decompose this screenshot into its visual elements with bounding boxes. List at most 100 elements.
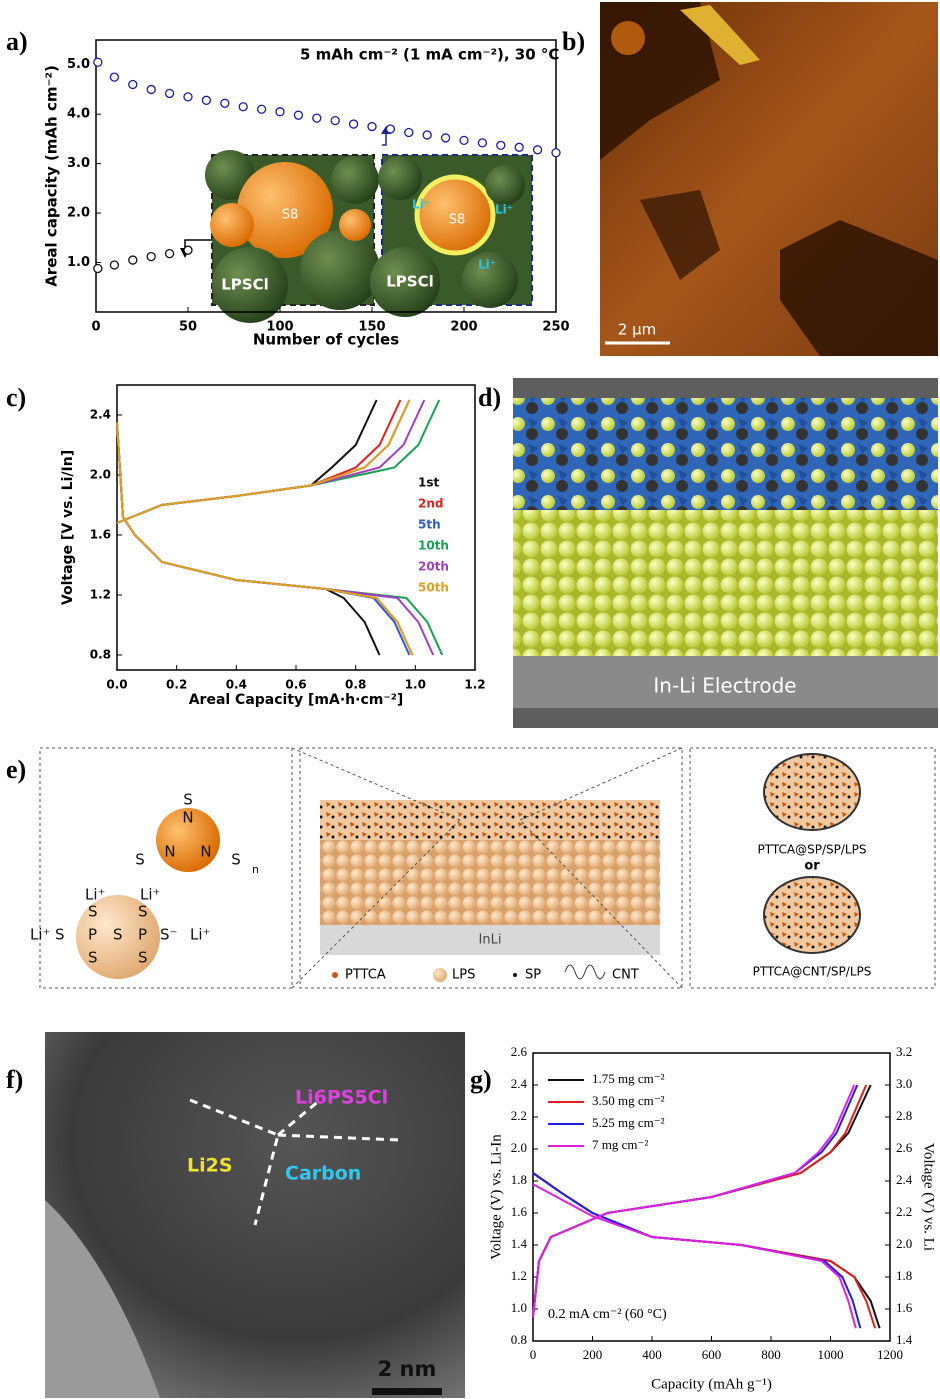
y-axis-label: Voltage [V vs. Li/In] (60, 450, 76, 605)
tem-image: Li6PS5Cl Li2S Carbon 2 nm (45, 1032, 465, 1398)
marker (184, 93, 192, 101)
marker (110, 73, 118, 81)
y2-tick-label: 3.2 (896, 1044, 912, 1059)
x-tick-label: 0.2 (166, 678, 187, 692)
marker (129, 81, 137, 89)
x-tick-label: 1.0 (405, 678, 426, 692)
phase-label: Li2S (187, 1155, 233, 1177)
marker (442, 134, 450, 142)
y-tick-label: 3.0 (67, 156, 90, 171)
y-tick-label: 4.0 (67, 107, 90, 122)
inset-label: Li⁺ (478, 258, 496, 272)
marker (239, 103, 247, 111)
marker (423, 131, 431, 139)
y2-axis-label: Voltage (V) vs. Li (921, 1143, 937, 1251)
x-axis-label: Areal Capacity [mA·h·cm⁻²] (189, 692, 404, 708)
x-tick-label: 0.6 (285, 678, 306, 692)
annotation: 0.2 mA cm⁻² (60 °C) (548, 1307, 667, 1322)
inset-label: LPSCl (221, 276, 269, 294)
y-tick-label: 5.0 (67, 57, 90, 72)
atom: Li⁺ (140, 886, 160, 904)
y2-tick-label: 2.8 (896, 1108, 912, 1123)
legend-label: 1.75 mg cm⁻² (592, 1071, 665, 1086)
y-tick-label: 1.2 (90, 588, 111, 602)
x-tick-label: 0 (530, 1347, 537, 1362)
atom: N (200, 843, 211, 861)
atom: S (135, 851, 145, 869)
atom: N (182, 809, 193, 827)
legend-label: 5.25 mg cm⁻² (592, 1115, 665, 1130)
panel-label: e) (6, 755, 26, 784)
legend-label: CNT (612, 968, 639, 983)
x-tick-label: 1000 (818, 1347, 844, 1362)
atom: S (183, 791, 193, 809)
composite-schematic: S N N N S S n Li⁺ Li⁺ Li⁺ S P S P S⁻ Li⁺… (30, 748, 935, 988)
atom: S (138, 903, 148, 921)
x-axis-label: Number of cycles (253, 331, 399, 349)
marker (110, 261, 118, 269)
marker (534, 146, 542, 154)
atom: S (88, 903, 98, 921)
atom: S (231, 851, 241, 869)
atom: N (164, 843, 175, 861)
marker (313, 114, 321, 122)
panel-label: b) (562, 27, 585, 56)
x-tick-label: 0.0 (106, 678, 127, 692)
y-tick-label: 2.4 (90, 408, 111, 422)
x-tick-label: 250 (542, 320, 569, 335)
marker (166, 250, 174, 258)
y-tick-label: 2.0 (90, 468, 111, 482)
scale-bar: 2 µm (618, 321, 656, 339)
marker (460, 136, 468, 144)
electrode-label: In-Li Electrode (653, 674, 796, 698)
panel-label: f) (6, 1065, 23, 1094)
marker (386, 125, 394, 133)
atom: S (88, 949, 98, 967)
panel-label: g) (470, 1065, 492, 1094)
marker (478, 139, 486, 147)
y-tick-label: 1.4 (511, 1236, 528, 1251)
x-tick-label: 1.2 (464, 678, 485, 692)
marker (294, 111, 302, 119)
marker (497, 141, 505, 149)
y-axis-label: Voltage (V) vs. Li-In (488, 1134, 504, 1260)
y-tick-label: 0.8 (90, 648, 111, 662)
legend-label: SP (525, 968, 541, 983)
x-tick-label: 0.8 (345, 678, 366, 692)
y2-tick-label: 1.4 (896, 1332, 913, 1347)
atom: S (138, 949, 148, 967)
y2-tick-label: 1.8 (896, 1268, 912, 1283)
marker (276, 108, 284, 116)
line (117, 400, 409, 655)
annotation: 5 mAh cm⁻² (1 mA cm⁻²), 30 °C (300, 46, 559, 64)
x-tick-label: 400 (642, 1347, 662, 1362)
marker (147, 253, 155, 261)
inset-label: S8 (449, 213, 466, 228)
atom: Li⁺ (30, 926, 50, 944)
line (117, 400, 433, 655)
electrode-schematic: In-Li Electrode (513, 378, 938, 728)
y2-tick-label: 2.6 (896, 1140, 913, 1155)
atom: S⁻ (160, 926, 177, 944)
inset-label: LPSCl (386, 273, 434, 291)
x-tick-label: 50 (179, 320, 197, 335)
y-tick-label: 1.0 (67, 255, 90, 270)
y-tick-label: 1.0 (511, 1300, 527, 1315)
marker (552, 149, 560, 157)
y2-tick-label: 1.6 (896, 1300, 913, 1315)
x-tick-label: 800 (761, 1347, 781, 1362)
marker (350, 120, 358, 128)
y-tick-label: 0.8 (511, 1332, 527, 1347)
legend-label: 5th (418, 518, 441, 532)
line (117, 400, 412, 655)
x-tick-label: 200 (583, 1347, 603, 1362)
x-tick-label: 600 (702, 1347, 722, 1362)
option-label: or (804, 859, 820, 874)
marker (258, 105, 266, 113)
x-tick-label: 0.4 (226, 678, 247, 692)
figure: a) b) c) d) e) f) g) S8 LPSCl S8 LPSCl L… (0, 0, 940, 1399)
x-tick-label: 200 (450, 320, 477, 335)
y-tick-label: 2.0 (67, 206, 90, 221)
anode-label: InLi (479, 933, 502, 948)
atom: S (113, 926, 123, 944)
